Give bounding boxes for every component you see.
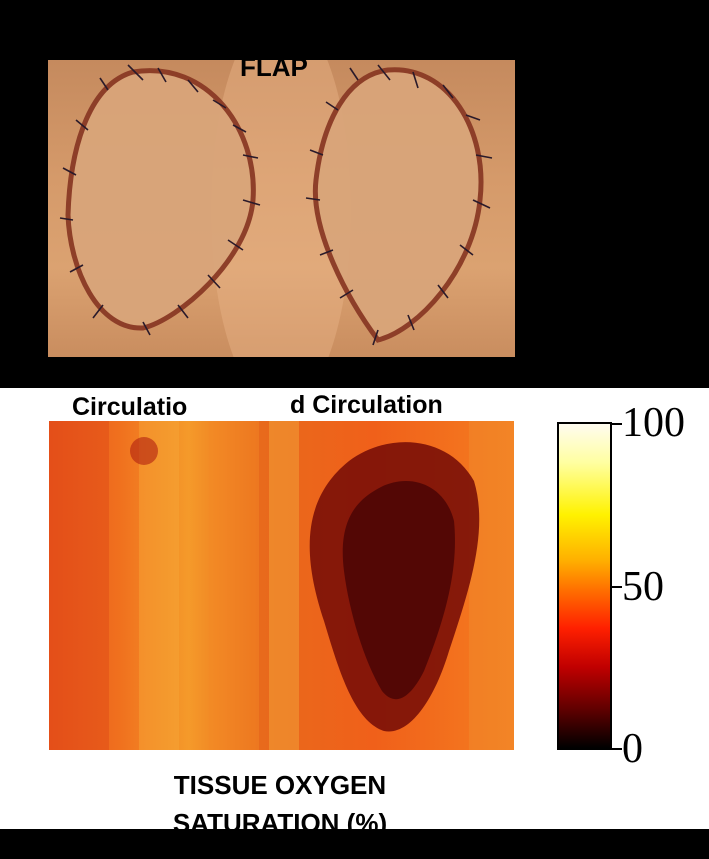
surgical-flap-photo <box>48 60 515 357</box>
bottom-black-band <box>0 829 709 859</box>
colorbar-tick-max <box>612 423 622 425</box>
right-circulation-label: d Circulation <box>290 391 443 419</box>
heatmap-graphic <box>49 421 514 750</box>
flap-photo-graphic <box>59 60 493 357</box>
flap-label: FLAP <box>240 52 308 82</box>
colorbar-label-max: 100 <box>622 400 685 446</box>
colorbar-label-min: 0 <box>622 726 643 772</box>
colorbar-tick-mid <box>612 586 622 588</box>
tissue-oxygen-heatmap <box>49 421 514 750</box>
left-circulation-label-line1: Circulatio <box>72 393 188 421</box>
colorbar-label-mid: 50 <box>622 564 664 610</box>
color-scale-bar <box>557 422 612 750</box>
caption-line1: TISSUE OXYGEN <box>173 770 387 800</box>
colorbar-tick-min <box>612 748 622 750</box>
